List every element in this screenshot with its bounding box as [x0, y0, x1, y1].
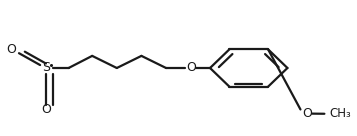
Text: O: O	[41, 103, 51, 116]
Text: CH₃: CH₃	[330, 107, 351, 120]
Text: O: O	[302, 107, 312, 120]
Text: O: O	[186, 61, 196, 75]
Text: S: S	[42, 61, 50, 75]
Text: O: O	[6, 43, 16, 56]
